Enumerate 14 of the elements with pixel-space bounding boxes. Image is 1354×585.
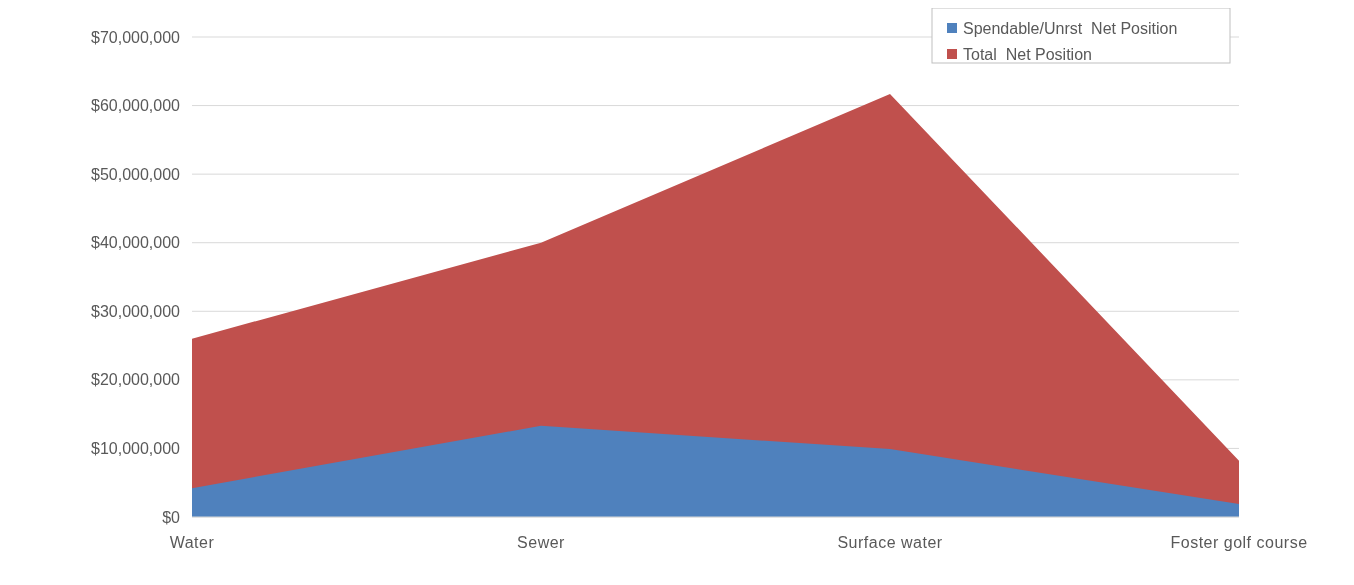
x-tick-label: Sewer	[517, 534, 566, 551]
legend-label: Total Net Position	[963, 45, 1092, 63]
y-tick-label: $30,000,000	[91, 302, 181, 320]
y-tick-label: $50,000,000	[91, 165, 181, 183]
x-tick-label: Foster golf course	[1170, 534, 1308, 551]
y-tick-label: $0	[162, 508, 181, 526]
legend-label: Spendable/Unrst Net Position	[963, 19, 1178, 37]
x-tick-label: Surface water	[837, 534, 943, 551]
y-tick-label: $40,000,000	[91, 234, 181, 252]
y-tick-label: $60,000,000	[91, 97, 181, 115]
y-tick-label: $20,000,000	[91, 371, 181, 389]
y-tick-label: $70,000,000	[91, 28, 181, 46]
x-tick-label: Water	[169, 534, 215, 551]
y-tick-label: $10,000,000	[91, 440, 181, 458]
